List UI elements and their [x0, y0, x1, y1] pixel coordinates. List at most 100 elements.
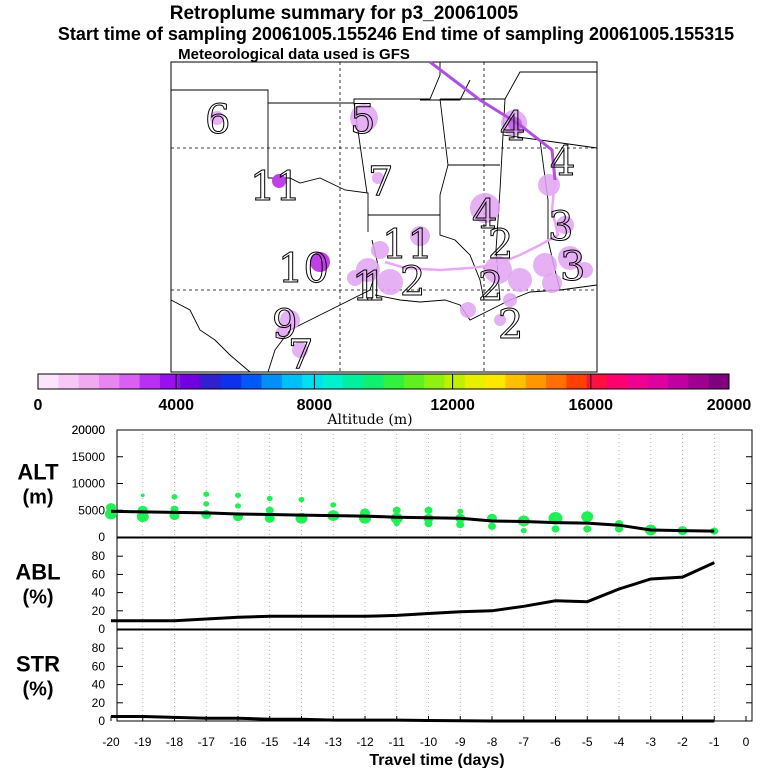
colorbar-swatch — [444, 374, 466, 389]
alt-point — [203, 501, 210, 507]
colorbar-tick-label: 4000 — [158, 397, 194, 414]
day-label: 10 — [278, 246, 329, 292]
y-tick-label: 0 — [98, 530, 105, 544]
x-tick-label: -20 — [102, 735, 120, 749]
alt-point — [266, 495, 273, 502]
x-tick-label: -10 — [420, 735, 438, 749]
day-label: 7 — [368, 159, 393, 205]
x-tick-label: -3 — [645, 735, 656, 749]
day-label: 1 — [362, 264, 387, 310]
x-tick-label: -11 — [389, 735, 406, 749]
x-tick-label: -13 — [325, 735, 343, 749]
x-tick-label: -15 — [261, 735, 279, 749]
alt-point — [298, 496, 305, 503]
day-label: 4 — [472, 192, 497, 238]
colorbar-swatch — [647, 374, 669, 389]
x-tick-label: -8 — [487, 735, 498, 749]
colorbar-swatch — [525, 374, 547, 389]
day-label: 3 — [548, 204, 573, 250]
alt-point — [583, 525, 592, 533]
colorbar-swatch — [546, 374, 567, 389]
panel-frame — [116, 537, 753, 630]
alt-point — [171, 494, 178, 500]
sampling-time-line: Start time of sampling 20061005.155246 E… — [57, 24, 735, 44]
y-tick-label: 80 — [92, 549, 106, 563]
x-tick-label: 0 — [743, 735, 750, 749]
y-tick-label: 40 — [92, 678, 106, 692]
alt-point — [457, 508, 464, 515]
day-label: 11 — [382, 222, 433, 268]
colorbar-swatch — [363, 374, 384, 389]
colorbar-tick-label: 20000 — [707, 397, 752, 414]
day-label: 9 — [272, 302, 297, 348]
alt-point — [551, 525, 560, 533]
abl-line — [111, 561, 715, 623]
time-series-panels: 0500010000150002000020000ALT(m)020406080… — [15, 423, 753, 749]
alt-point — [424, 520, 433, 528]
panel-frame — [116, 429, 753, 538]
colorbar-swatch — [424, 374, 445, 389]
colorbar-tick-label: 8000 — [297, 397, 333, 414]
x-tick-label: -6 — [550, 735, 561, 749]
colorbar-swatch — [78, 374, 100, 389]
alt-point — [136, 511, 149, 523]
x-tick-label: -9 — [455, 735, 466, 749]
x-tick-label: -14 — [293, 735, 311, 749]
colorbar-swatch — [688, 374, 710, 389]
y-tick-label: 20 — [92, 696, 106, 710]
y-axis-label: ALT — [17, 460, 59, 485]
day-label: 11 — [250, 164, 301, 210]
plume-blobs — [210, 104, 593, 358]
colorbar-swatch — [180, 374, 202, 389]
colorbar-swatch — [261, 374, 283, 389]
y-tick-label: 60 — [92, 567, 106, 581]
colorbar-title: Altitude (m) — [326, 412, 412, 428]
colorbar-swatch — [668, 374, 689, 389]
retroplume-map: 6 5 4 4 11 7 4 3 10 11 1 2 2 2 3 1 9 7 2 — [170, 60, 598, 379]
alt-line — [110, 509, 715, 533]
alt-point — [359, 512, 371, 524]
colorbar-swatch — [505, 374, 527, 389]
alt-point — [615, 525, 623, 533]
colorbar-swatch — [241, 374, 263, 389]
colorbar-swatch — [281, 374, 303, 389]
colorbar-swatch — [58, 374, 80, 389]
map-frame — [170, 61, 598, 373]
colorbar-swatch — [586, 374, 608, 389]
colorbar-swatch — [322, 374, 344, 389]
x-axis-title: Travel time (days) — [369, 752, 504, 768]
day-label: 1 — [352, 264, 377, 310]
y-tick-label: 10000 — [72, 477, 106, 491]
y-axis-label: STR — [16, 652, 60, 677]
colorbar-swatch — [485, 374, 506, 389]
colorbar-swatch — [119, 374, 141, 389]
y-tick-label: 20 — [92, 604, 106, 618]
panel-str: 0 20 40 60 80 STR(%) — [16, 629, 753, 728]
colorbar-swatch — [383, 374, 405, 389]
colorbar-swatch — [302, 374, 324, 389]
colorbar-tick-labels: 0 4000 8000 12000 16000 20000 — [34, 374, 752, 414]
x-tick-label: -17 — [198, 735, 216, 749]
day-labels: 6 5 4 4 11 7 4 3 10 11 1 2 2 2 3 1 9 7 2 — [205, 97, 586, 379]
alt-point — [265, 506, 274, 514]
y-axis-label: (%) — [22, 679, 53, 701]
str-line — [111, 715, 715, 723]
x-tick-label: -7 — [518, 735, 529, 749]
page-title: Retroplume summary for p3_20061005 — [169, 3, 519, 24]
x-tick-label: -4 — [614, 735, 625, 749]
plume-centroids — [272, 117, 522, 272]
colorbar-tick-label: 16000 — [569, 397, 614, 414]
y-axis-label: ABL — [15, 560, 60, 585]
x-tick-label: -19 — [134, 735, 152, 749]
y-tick-label: 40 — [92, 586, 106, 600]
day-label: 2 — [488, 222, 513, 268]
colorbar-swatch — [607, 374, 628, 389]
colorbar-swatch — [464, 374, 486, 389]
y-tick-label: 20000 — [72, 423, 106, 437]
alt-point — [203, 491, 210, 497]
y-tick-label: 0 — [98, 714, 105, 728]
colorbar-swatch — [342, 374, 364, 389]
colorbar-swatch — [159, 374, 181, 389]
colorbar-swatch — [220, 374, 242, 389]
